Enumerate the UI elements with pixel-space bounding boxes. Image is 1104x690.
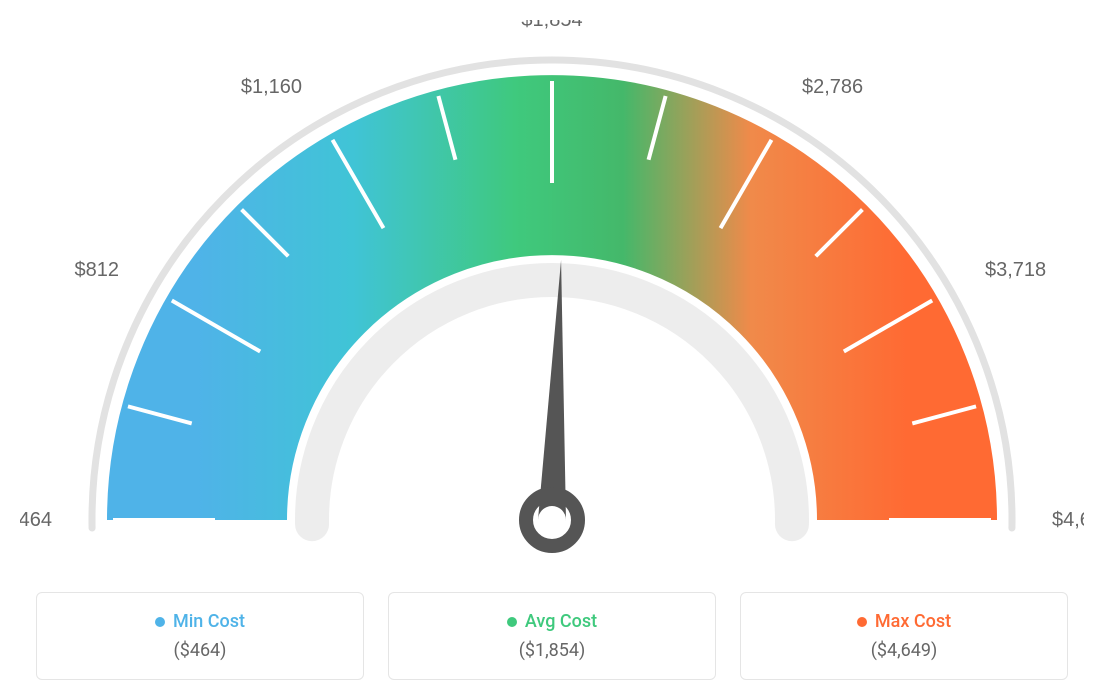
legend-dot-icon — [857, 617, 867, 627]
gauge-chart-container: $464 $812 $1,160 $1,854 $2,786 $3,718 $4,649 M… — [0, 0, 1104, 690]
legend-card: Max Cost ($4,649) — [740, 592, 1068, 680]
legend-label: Max Cost — [875, 611, 951, 632]
legend: Min Cost ($464) Avg Cost ($1,854) Max Cost ($… — [20, 592, 1084, 680]
gauge: $464 $812 $1,160 $1,854 $2,786 $3,718 $4,649 — [20, 20, 1084, 580]
legend-value: ($1,854) — [405, 640, 699, 661]
legend-title: Avg Cost — [507, 611, 597, 632]
legend-value: ($464) — [53, 640, 347, 661]
legend-title: Min Cost — [155, 611, 245, 632]
legend-dot-icon — [507, 617, 517, 627]
legend-dot-icon — [155, 617, 165, 627]
legend-label: Min Cost — [173, 611, 245, 632]
gauge-svg: $464 $812 $1,160 $1,854 $2,786 $3,718 $4,649 — [20, 20, 1084, 580]
tick-label: $812 — [74, 259, 119, 281]
tick-label: $4,649 — [1052, 509, 1084, 531]
legend-card: Avg Cost ($1,854) — [388, 592, 716, 680]
legend-card: Min Cost ($464) — [36, 592, 364, 680]
tick-label: $1,160 — [241, 76, 302, 98]
legend-value: ($4,649) — [757, 640, 1051, 661]
legend-title: Max Cost — [857, 611, 951, 632]
tick-label: $3,718 — [985, 259, 1046, 281]
tick-label: $464 — [20, 509, 52, 531]
legend-label: Avg Cost — [525, 611, 597, 632]
tick-label: $2,786 — [802, 76, 863, 98]
tick-label: $1,854 — [521, 20, 582, 31]
